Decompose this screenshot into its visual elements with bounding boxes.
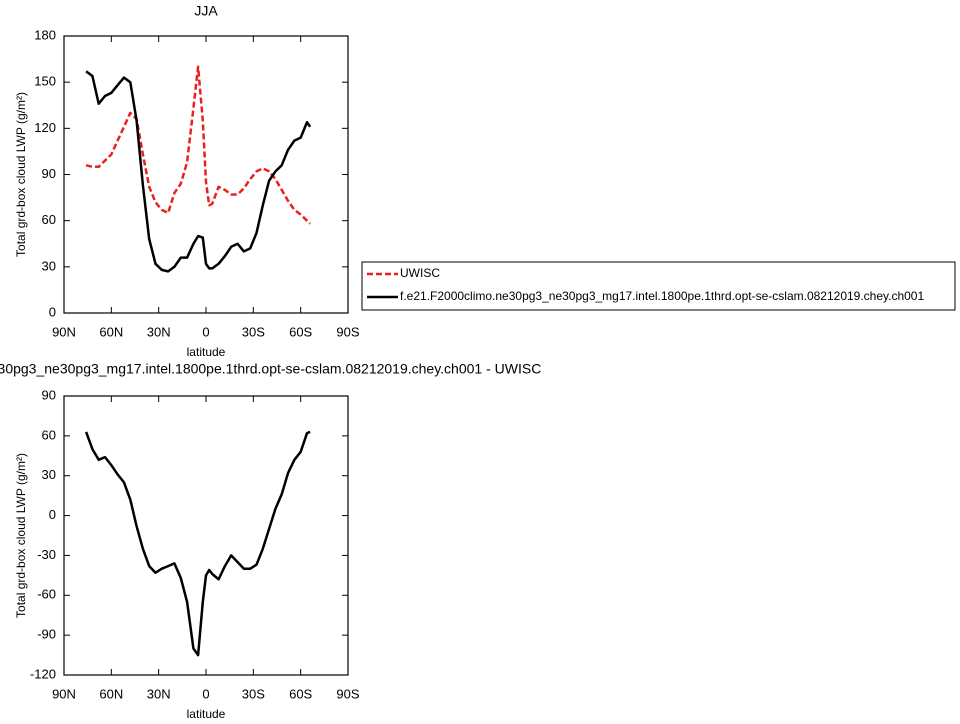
legend: UWISC f.e21.F2000climo.ne30pg3_ne30pg3_mg… <box>361 261 956 311</box>
x-tick-label: 60N <box>99 686 123 701</box>
data-line <box>84 430 311 657</box>
x-axis-label: latitude <box>187 707 226 721</box>
y-axis-label: Total grd-box cloud LWP (g/m²) <box>14 92 28 257</box>
y-tick-label: 0 <box>49 507 56 522</box>
data-line <box>85 65 311 225</box>
legend-label: UWISC <box>400 266 440 280</box>
y-tick-label: 0 <box>49 304 56 319</box>
x-tick-label: 0 <box>202 686 209 701</box>
y-tick-label: -60 <box>37 587 56 602</box>
x-tick-label: 30S <box>242 324 265 339</box>
x-axis-label: latitude <box>187 345 226 359</box>
y-tick-label: 120 <box>34 120 56 135</box>
x-tick-label: 60S <box>289 324 312 339</box>
x-tick-label: 60N <box>99 324 123 339</box>
y-tick-label: 90 <box>42 387 56 402</box>
legend-label: f.e21.F2000climo.ne30pg3_ne30pg3_mg17.in… <box>400 289 924 303</box>
x-tick-label: 30N <box>147 324 171 339</box>
y-tick-label: 30 <box>42 258 56 273</box>
y-axis-label: Total grd-box cloud LWP (g/m²) <box>14 453 28 618</box>
x-tick-label: 60S <box>289 686 312 701</box>
y-tick-label: 180 <box>34 27 56 42</box>
y-tick-label: 60 <box>42 427 56 442</box>
chart-title: f.e21.F2000climo.ne30pg3_ne30pg3_mg17.in… <box>0 361 541 377</box>
y-tick-label: -90 <box>37 627 56 642</box>
y-tick-label: -120 <box>30 666 56 681</box>
x-tick-label: 30N <box>147 686 171 701</box>
y-tick-label: -30 <box>37 547 56 562</box>
chart-title: JJA <box>194 3 218 19</box>
x-tick-label: 90N <box>52 324 76 339</box>
x-tick-label: 90S <box>336 324 359 339</box>
y-tick-label: 150 <box>34 74 56 89</box>
y-tick-label: 60 <box>42 212 56 227</box>
y-tick-label: 90 <box>42 166 56 181</box>
y-tick-label: 30 <box>42 467 56 482</box>
legend-box <box>361 261 956 311</box>
x-tick-label: 90N <box>52 686 76 701</box>
data-line <box>85 70 312 273</box>
x-tick-label: 90S <box>336 686 359 701</box>
x-tick-label: 30S <box>242 686 265 701</box>
x-tick-label: 0 <box>202 324 209 339</box>
